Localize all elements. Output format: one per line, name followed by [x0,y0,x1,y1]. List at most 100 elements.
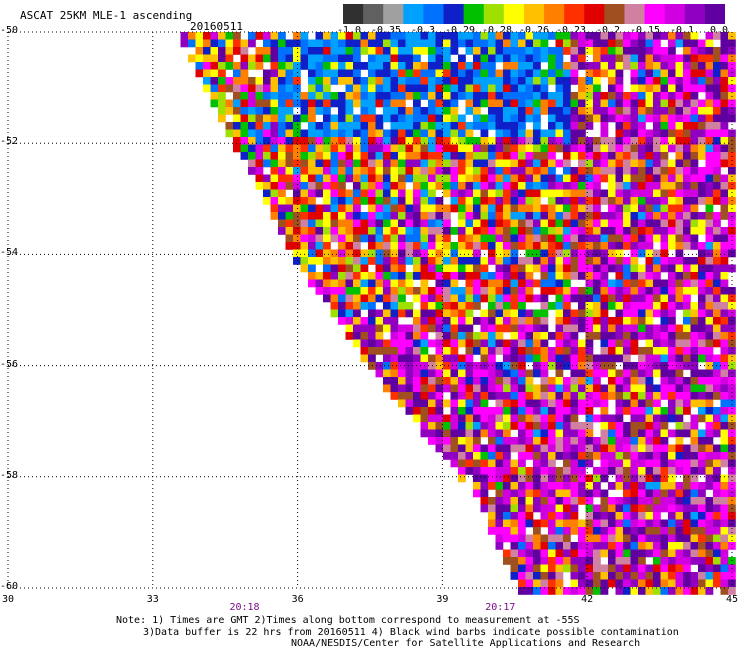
heatmap-cell [690,399,699,408]
heatmap-cell [368,219,376,228]
heatmap-cell [593,92,601,100]
heatmap-cell [555,414,564,423]
heatmap-cell [638,129,646,138]
heatmap-cell [690,369,699,378]
heatmap-cell [443,287,451,295]
heatmap-cell [728,452,736,460]
heatmap-cell [660,287,669,295]
heatmap-cell [398,182,406,190]
heatmap-cell [458,242,466,250]
heatmap-cell [578,392,586,400]
heatmap-cell [495,287,504,295]
heatmap-cell [578,257,586,265]
heatmap-cell [690,114,699,123]
heatmap-cell [375,362,384,370]
heatmap-cell [525,249,534,258]
heatmap-cell [315,54,324,63]
heatmap-cell [195,32,204,40]
heatmap-cell [330,159,339,168]
heatmap-cell [450,129,459,138]
heatmap-cell [450,122,459,130]
heatmap-cell [518,294,526,303]
heatmap-cell [480,204,489,213]
heatmap-cell [608,234,616,243]
heatmap-cell [480,54,489,63]
heatmap-cell [218,32,226,40]
heatmap-cell [435,62,444,70]
heatmap-cell [578,174,586,183]
heatmap-cell [495,212,504,220]
heatmap-cell [495,204,504,213]
heatmap-cell [653,429,661,438]
heatmap-cell [458,399,466,408]
heatmap-cell [563,249,571,258]
heatmap-cell [653,137,661,145]
heatmap-cell [720,339,729,348]
heatmap-cell [368,167,376,175]
heatmap-cell [578,347,586,355]
heatmap-cell [563,204,571,213]
heatmap-cell [353,84,361,93]
heatmap-cell [720,519,729,528]
heatmap-cell [503,144,511,153]
heatmap-cell [675,294,684,303]
heatmap-cell [563,212,571,220]
heatmap-cell [713,212,721,220]
heatmap-cell [533,32,541,40]
heatmap-cell [585,369,594,378]
heatmap-cell [713,242,721,250]
heatmap-cell [713,302,721,310]
heatmap-cell [615,257,624,265]
y-tick-label: -56 [0,358,19,370]
heatmap-cell [585,414,594,423]
heatmap-cell [503,159,511,168]
heatmap-cell [518,467,526,475]
heatmap-cell [488,279,496,288]
heatmap-cell [495,512,504,520]
heatmap-cell [623,99,631,108]
heatmap-cell [533,69,541,78]
heatmap-cell [458,39,466,48]
heatmap-cell [345,92,354,100]
heatmap-cell [623,279,631,288]
heatmap-cell [510,84,519,93]
heatmap-cell [435,114,444,123]
heatmap-cell [728,534,736,543]
heatmap-cell [473,437,481,445]
heatmap-cell [690,69,699,78]
heatmap-cell [668,429,676,438]
heatmap-cell [585,317,594,325]
heatmap-cell [660,414,669,423]
heatmap-cell [398,69,406,78]
heatmap-cell [368,99,376,108]
heatmap-cell [623,47,631,55]
heatmap-cell [720,437,729,445]
heatmap-cell [593,287,601,295]
heatmap-cell [473,407,481,415]
heatmap-cell [450,189,459,198]
heatmap-cell [360,144,369,153]
heatmap-cell [593,189,601,198]
heatmap-cell [533,257,541,265]
heatmap-cell [323,77,331,85]
heatmap-cell [188,32,196,40]
heatmap-cell [615,249,624,258]
heatmap-cell [615,369,624,378]
heatmap-cell [668,77,676,85]
heatmap-cell [675,84,684,93]
heatmap-cell [683,579,691,588]
heatmap-cell [720,309,729,318]
heatmap-cell [660,534,669,543]
heatmap-cell [623,152,631,160]
heatmap-cell [638,347,646,355]
heatmap-cell [233,32,241,40]
heatmap-cell [593,47,601,55]
heatmap-cell [578,114,586,123]
heatmap-cell [285,144,294,153]
heatmap-cell [540,512,549,520]
heatmap-cell [435,144,444,153]
heatmap-cell [668,527,676,535]
heatmap-cell [623,32,631,40]
heatmap-cell [458,167,466,175]
heatmap-cell [458,377,466,385]
